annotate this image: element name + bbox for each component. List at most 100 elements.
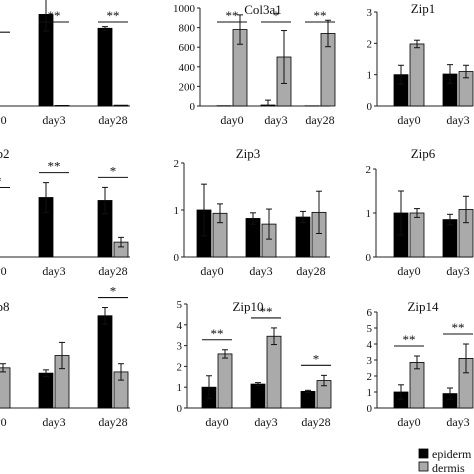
bar-epidermis (38, 372, 54, 409)
y-tick-label: 6 (367, 307, 373, 319)
chart-title: Zip1 (411, 1, 436, 16)
y-tick-label: 200 (179, 81, 196, 93)
y-tick-label: 1 (366, 208, 372, 220)
legend-label-dermis: dermis (432, 461, 465, 474)
x-tick-label: day28 (98, 264, 127, 278)
bar-epidermis (97, 27, 113, 107)
chart-panel: Zip6012day0day3day28 (366, 146, 474, 278)
y-tick-label: 1 (367, 387, 373, 399)
chart-panel: p8 day0 day3 day28 * (0, 284, 130, 429)
bar-dermis (113, 104, 129, 107)
significance-label: ** (211, 326, 224, 341)
significance-label: * (110, 284, 117, 299)
chart-title: Zip3 (236, 146, 261, 161)
bar-dermis (266, 335, 282, 409)
chart-title: Col3a1 (244, 2, 282, 17)
x-tick-label: day0 (397, 113, 420, 127)
y-tick-label: 0 (174, 252, 180, 264)
chart-title: p2 (0, 146, 10, 161)
x-tick-label: day0 (0, 113, 7, 127)
x-tick-label: day28 (296, 264, 325, 278)
significance-label: ** (226, 8, 239, 23)
x-tick-label: day28 (301, 415, 330, 429)
x-tick-label: day3 (264, 113, 287, 127)
bar-epidermis (250, 383, 266, 409)
y-tick-label: 3 (367, 355, 373, 367)
significance-label: * (273, 8, 280, 23)
y-tick-label: 0 (177, 403, 183, 415)
significance-label: ** (314, 8, 327, 23)
bar-dermis (0, 367, 11, 409)
x-tick-label: day28 (98, 415, 127, 429)
y-tick-label: 3 (177, 341, 183, 353)
y-tick-label: 400 (179, 62, 196, 74)
x-tick-label: day28 (305, 113, 334, 127)
legend-swatch-dermis (418, 461, 429, 472)
bar-dermis (217, 353, 233, 409)
chart-panel: Zip10123day0day3day28 (367, 1, 474, 127)
x-tick-label: day0 (200, 264, 223, 278)
x-tick-label: day0 (397, 415, 420, 429)
chart-title: Zip14 (407, 299, 439, 314)
y-tick-label: 800 (179, 23, 196, 35)
y-tick-label: 1 (174, 205, 180, 217)
x-tick-label: day3 (446, 415, 469, 429)
y-tick-label: 600 (179, 42, 196, 54)
bar-dermis (409, 212, 425, 258)
bar-dermis (54, 105, 70, 107)
y-tick-label: 0 (366, 252, 372, 264)
x-tick-label: day0 (205, 415, 228, 429)
x-tick-label: day3 (42, 415, 65, 429)
chart-title: Zip6 (411, 146, 436, 161)
x-tick-label: day3 (42, 264, 65, 278)
legend-swatch-epidermis (418, 448, 429, 459)
x-tick-label: day3 (446, 113, 469, 127)
y-tick-label: 0 (367, 101, 373, 113)
x-tick-label: day0 (220, 113, 243, 127)
x-tick-label: day28 (98, 113, 127, 127)
y-tick-label: 1000 (173, 3, 196, 15)
x-tick-label: day0 (397, 264, 420, 278)
chart-title: p8 (0, 299, 10, 314)
significance-label: ** (0, 174, 2, 189)
y-tick-label: 4 (367, 339, 373, 351)
bar-dermis (409, 43, 425, 107)
bar-epidermis (97, 315, 113, 409)
x-tick-label: day3 (254, 415, 277, 429)
y-tick-label: 5 (177, 299, 183, 311)
x-tick-label: day0 (0, 415, 7, 429)
significance-label: ** (452, 320, 465, 335)
y-tick-label: 2 (367, 38, 373, 50)
x-tick-label: day0 (0, 264, 7, 278)
significance-label: ** (260, 304, 273, 319)
x-tick-label: day3 (446, 264, 469, 278)
y-tick-label: 0 (190, 101, 196, 113)
y-tick-label: 1 (177, 382, 183, 394)
significance-label: * (110, 163, 117, 178)
y-tick-label: 2 (177, 361, 183, 373)
significance-label: ** (48, 159, 61, 174)
y-tick-label: 4 (177, 320, 183, 332)
significance-label: ** (48, 8, 61, 23)
y-tick-label: 2 (367, 371, 373, 383)
legend-label-epidermis: epiderm (432, 447, 472, 461)
significance-label: * (313, 351, 320, 366)
significance-label: ** (107, 8, 120, 23)
y-tick-label: 2 (366, 164, 372, 176)
significance-label: ** (403, 332, 416, 347)
y-tick-label: 0 (367, 403, 373, 415)
x-tick-label: day3 (249, 264, 272, 278)
y-tick-label: 1 (367, 70, 373, 82)
chart-panel: Zip140123456day0day3day28**** (367, 299, 474, 429)
y-tick-label: 2 (174, 158, 180, 170)
y-tick-label: 5 (367, 323, 373, 335)
chart-panel: Zip3 0 1 2 day0 day3 day28 (174, 146, 330, 278)
y-tick-label: 3 (367, 7, 373, 19)
x-tick-label: day3 (42, 113, 65, 127)
bar-epidermis (300, 390, 316, 409)
